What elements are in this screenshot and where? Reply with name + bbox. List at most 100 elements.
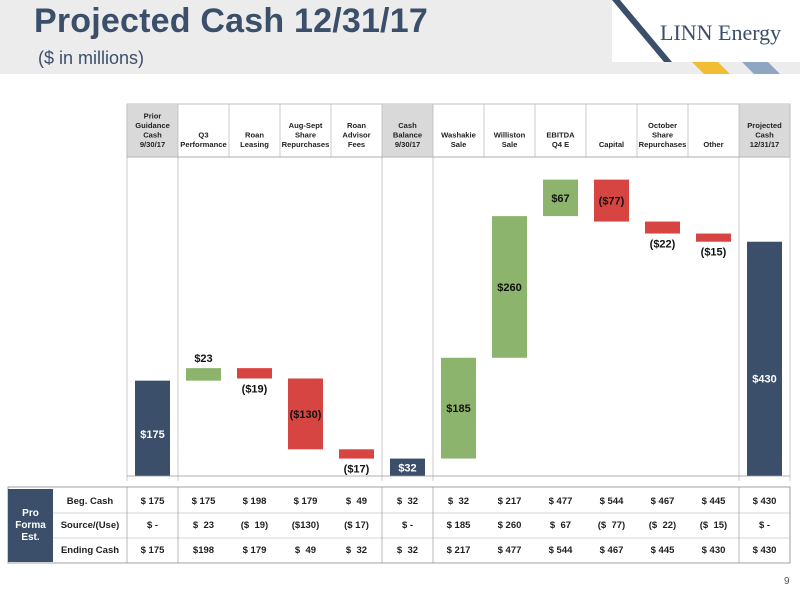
table-cell: ($ 17)	[344, 519, 369, 531]
table-cell: $ 430	[752, 495, 777, 507]
page-number: 9	[784, 576, 790, 587]
column-header-label: Sale	[502, 140, 518, 149]
pro-forma-label: Pro Forma Est.	[8, 489, 53, 562]
column-header-label: 9/30/17	[140, 140, 165, 149]
bar-value-label: $185	[446, 403, 470, 415]
column-header-label: 12/31/17	[750, 140, 780, 149]
bar-value-label: $260	[497, 282, 521, 294]
column-header-label: Guidance	[135, 121, 170, 130]
column-header-label: Q4 E	[552, 140, 569, 149]
waterfall-bar	[492, 216, 527, 358]
bar-value-label: $67	[551, 193, 569, 205]
table-cell: $ 544	[599, 495, 624, 507]
bar-value-label: $430	[752, 373, 776, 385]
column-header-label: Roan	[347, 121, 366, 130]
column-header-label: Capital	[599, 140, 624, 149]
table-row-label: Beg. Cash	[66, 495, 114, 507]
waterfall-bar	[390, 458, 425, 476]
table-cell: $ 67	[549, 519, 572, 531]
column-header-label: Roan	[245, 131, 264, 140]
bar-value-label: $23	[194, 353, 212, 365]
column-header-label: Williston	[494, 131, 526, 140]
bar-value-label: ($17)	[344, 464, 370, 476]
column-header-label: Other	[703, 140, 723, 149]
column-header-label: Cash	[143, 131, 162, 140]
waterfall-bar	[186, 368, 221, 381]
bar-value-label: $32	[398, 462, 416, 474]
table-row-label: Ending Cash	[60, 544, 120, 556]
table-cell: $ 179	[293, 495, 318, 507]
table-cell: ($ 22)	[648, 519, 677, 531]
table-cell: $ 32	[396, 544, 419, 556]
waterfall-bar	[594, 179, 629, 222]
linn-energy-logo: LINN Energy	[660, 20, 782, 45]
table-cell: $198	[192, 544, 215, 556]
table-cell: $ 445	[650, 544, 675, 556]
total-column-header-bg	[127, 104, 178, 157]
column-header-label: Performance	[180, 140, 226, 149]
waterfall-bar	[441, 357, 476, 459]
table-cell: $ 445	[701, 495, 726, 507]
column-header-label: Projected	[747, 121, 782, 130]
column-header-band	[126, 103, 791, 158]
table-cell: $ 179	[242, 544, 267, 556]
column-header-label: Share	[652, 131, 673, 140]
table-cell: ($ 19)	[240, 519, 269, 531]
bar-value-label: ($22)	[650, 239, 676, 251]
column-header-label: Q3	[198, 131, 208, 140]
table-cell: $ 430	[701, 544, 726, 556]
table-cell: $ 32	[396, 495, 419, 507]
stripe-blue	[742, 62, 780, 74]
stripe-gold	[692, 62, 730, 74]
column-header-label: Balance	[393, 131, 422, 140]
column-header-label: Fees	[348, 140, 365, 149]
table-cell: $ 49	[345, 495, 368, 507]
table-cell: $ 217	[446, 544, 471, 556]
table-cell: $ 32	[345, 544, 368, 556]
table-cell: $ 260	[497, 519, 522, 531]
waterfall-bar	[645, 221, 680, 234]
table-cell: $ 430	[752, 544, 777, 556]
table-cell: $ -	[758, 519, 771, 531]
bar-value-label: $175	[140, 429, 164, 441]
table-cell: $ 467	[599, 544, 624, 556]
table-cell: $ 544	[548, 544, 573, 556]
waterfall-bar	[696, 233, 731, 242]
column-header-label: Cash	[398, 121, 417, 130]
page-subtitle: ($ in millions)	[38, 48, 145, 68]
table-cell: $ 185	[446, 519, 471, 531]
column-header-label: Washakie	[441, 131, 476, 140]
table-cell: $ 175	[140, 495, 165, 507]
column-header-label: Share	[295, 131, 316, 140]
column-header-label: Repurchases	[639, 140, 687, 149]
bar-value-label: ($19)	[242, 383, 268, 395]
column-header-label: Prior	[144, 112, 162, 121]
column-header-label: EBITDA	[546, 131, 575, 140]
table-cell: $ -	[401, 519, 414, 531]
table-cell: $ -	[146, 519, 159, 531]
total-column-header-bg	[382, 104, 433, 157]
column-header-label: Aug-Sept	[289, 121, 323, 130]
bar-value-label: ($77)	[599, 196, 625, 208]
column-header-label: October	[648, 121, 677, 130]
table-cell: ($130)	[291, 519, 320, 531]
table-cell: $ 477	[497, 544, 522, 556]
waterfall-bar	[288, 378, 323, 450]
header-stripes	[612, 0, 780, 74]
table-cell: $ 467	[650, 495, 675, 507]
column-header-label: Advisor	[342, 131, 370, 140]
waterfall-bar	[135, 380, 170, 476]
table-cell: $ 32	[447, 495, 470, 507]
waterfall-bar	[237, 368, 272, 379]
column-header-label: Cash	[755, 131, 774, 140]
total-column-header-bg	[739, 104, 790, 157]
column-header-label: Repurchases	[282, 140, 330, 149]
table-row-label: Source/(Use)	[60, 519, 120, 531]
table-cell: ($ 15)	[699, 519, 728, 531]
waterfall-bar	[339, 449, 374, 459]
table-cell: $ 175	[140, 544, 165, 556]
table-cell: $ 198	[242, 495, 267, 507]
column-header-label: Sale	[451, 140, 467, 149]
table-cell: $ 49	[294, 544, 317, 556]
